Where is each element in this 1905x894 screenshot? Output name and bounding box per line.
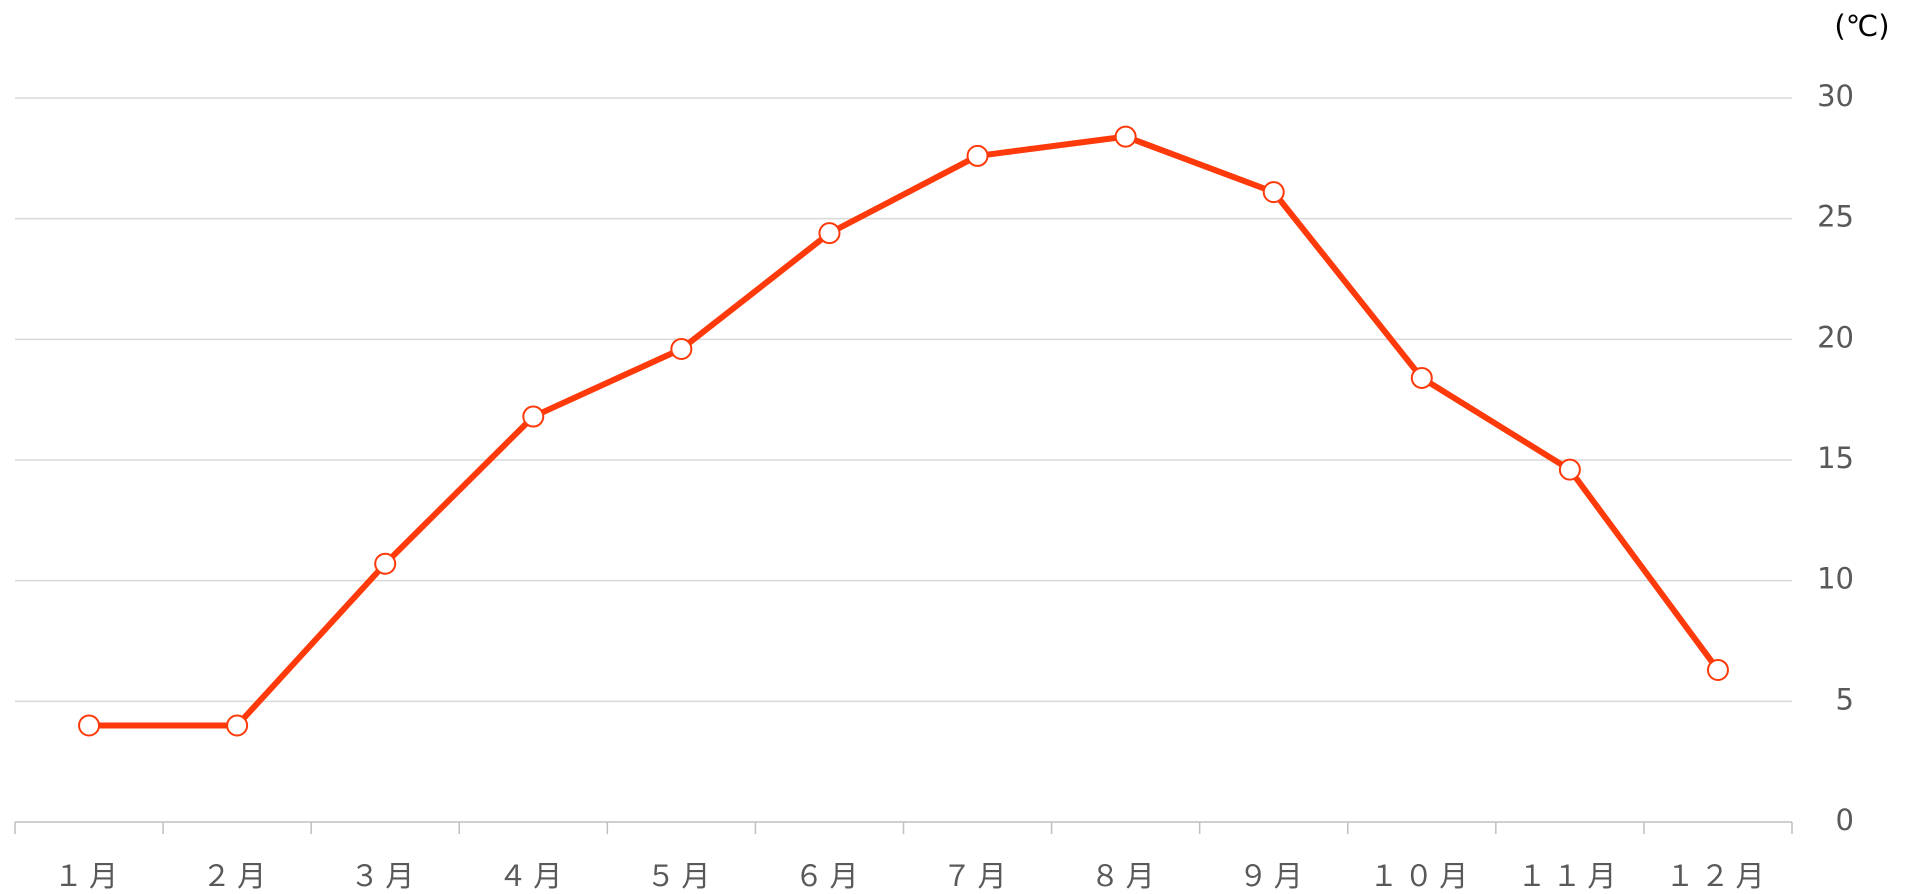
data-point [78,714,101,737]
y-tick-label: 25 [1817,200,1854,234]
x-tick-label: １１月 [1517,859,1622,893]
y-tick-label: 10 [1817,562,1854,596]
data-point [226,714,249,737]
x-tick-label: ５月 [646,859,716,893]
data-point [522,405,545,428]
x-tick-label: ９月 [1239,859,1309,893]
x-tick-label: ８月 [1091,859,1161,893]
x-tick-label: ２月 [202,859,272,893]
y-tick-label: 0 [1836,803,1854,837]
data-point [1410,366,1433,389]
data-point [1558,458,1581,481]
data-point [1262,181,1285,204]
y-tick-label: 30 [1817,79,1854,113]
y-unit-label: (℃) [1834,9,1889,43]
x-tick-label: １２月 [1665,859,1770,893]
y-tick-label: 15 [1817,441,1854,475]
x-tick-label: ６月 [794,859,864,893]
x-tick-label: ４月 [498,859,568,893]
x-tick-label: ７月 [943,859,1013,893]
data-point [1114,125,1137,148]
y-tick-label: 5 [1836,682,1854,716]
data-point [374,552,397,575]
data-point [1706,658,1729,681]
x-tick-label: １月 [54,859,124,893]
line-series [89,133,1721,729]
x-tick-label: １０月 [1369,859,1474,893]
data-point [818,222,841,245]
data-point [966,144,989,167]
data-point [670,337,693,360]
y-tick-label: 20 [1817,320,1854,354]
x-tick-label: ３月 [350,859,420,893]
